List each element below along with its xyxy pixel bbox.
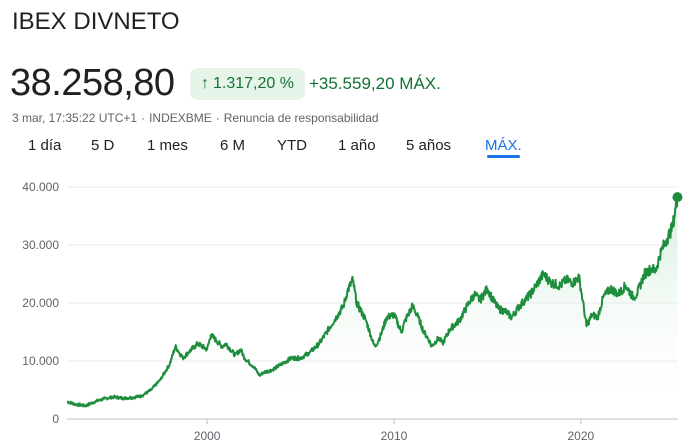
active-tab-indicator <box>487 155 520 158</box>
x-tick-label: 2000 <box>194 429 221 443</box>
tab-5-d[interactable]: 5 D <box>91 137 115 154</box>
y-tick-label: 0 <box>52 412 59 426</box>
change-percent: 1.317,20 % <box>213 75 294 92</box>
y-tick-label: 20.000 <box>22 296 59 310</box>
timestamp: 3 mar, 17:35:22 UTC+1 <box>12 111 138 125</box>
index-title: IBEX DIVNETO <box>12 8 180 35</box>
x-axis-labels: 2000 2010 2020 <box>194 419 595 443</box>
current-price: 38.258,80 <box>10 62 175 104</box>
x-tick-label: 2020 <box>567 429 594 443</box>
price-chart[interactable]: 0 10.000 20.000 30.000 40.000 2000 2010 2020 <box>0 170 690 444</box>
range-tabs: 1 día 5 D 1 mes 6 M YTD 1 año 5 años MÁX… <box>0 137 690 159</box>
tab-1-mes[interactable]: 1 mes <box>147 137 188 154</box>
chart-series-line <box>66 197 679 408</box>
chart-end-point <box>672 192 683 203</box>
y-tick-label: 10.000 <box>22 354 59 368</box>
tab-5-anos[interactable]: 5 años <box>406 137 452 154</box>
quote-meta: 3 mar, 17:35:22 UTC+1 · INDEXBME · Renuncia … <box>12 111 379 125</box>
x-tick-label: 2010 <box>381 429 408 443</box>
separator-dot: · <box>141 111 146 125</box>
separator-dot: · <box>215 111 220 125</box>
change-value: +35.559,20 MÁX. <box>309 74 441 93</box>
y-tick-label: 30.000 <box>22 238 59 252</box>
arrow-up-icon: ↑ <box>201 75 209 92</box>
y-tick-label: 40.000 <box>22 180 59 194</box>
tab-max[interactable]: MÁX. <box>485 137 522 154</box>
y-axis-labels: 0 10.000 20.000 30.000 40.000 <box>22 180 59 426</box>
tab-ytd[interactable]: YTD <box>277 137 307 154</box>
disclaimer-link[interactable]: Renuncia de responsabilidad <box>223 111 379 125</box>
chart-area-fill <box>67 197 678 419</box>
exchange: INDEXBME <box>149 111 212 125</box>
tab-1-dia[interactable]: 1 día <box>28 137 62 154</box>
change-percent-badge: ↑ 1.317,20 % <box>190 68 305 100</box>
tab-6-m[interactable]: 6 M <box>220 137 246 154</box>
tab-1-ano[interactable]: 1 año <box>338 137 376 154</box>
